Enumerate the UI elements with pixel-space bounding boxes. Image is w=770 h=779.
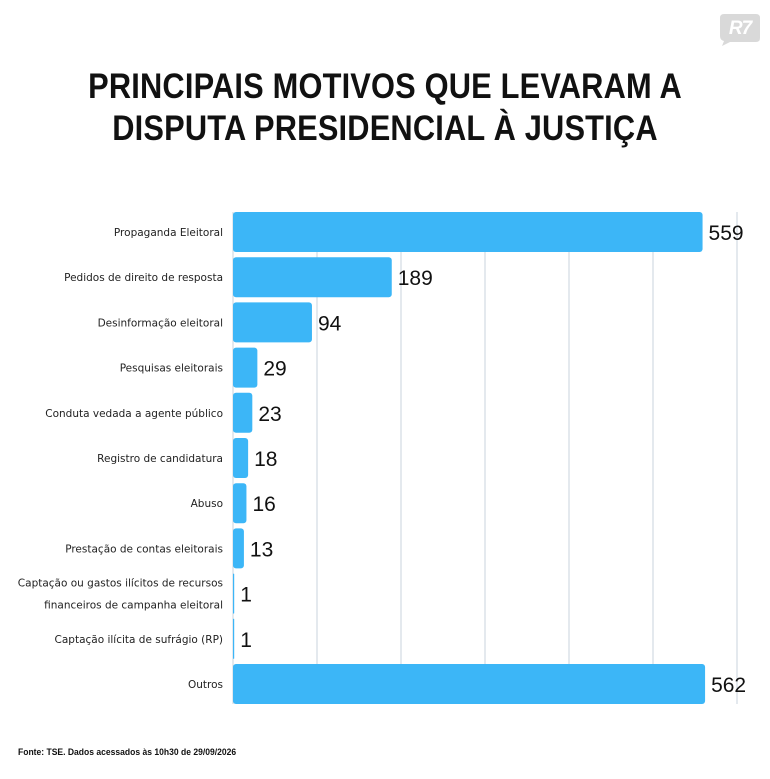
value-label: 18 bbox=[254, 448, 277, 471]
chart-title-line1: PRINCIPAIS MOTIVOS QUE LEVARAM A bbox=[88, 67, 682, 106]
bar bbox=[233, 618, 235, 659]
bars bbox=[233, 212, 706, 704]
value-label: 94 bbox=[318, 312, 342, 335]
source-note: Fonte: TSE. Dados acessados às 10h30 de … bbox=[18, 747, 237, 758]
bar bbox=[233, 573, 235, 614]
chart-title-line2: DISPUTA PRESIDENCIAL À JUSTIÇA bbox=[112, 109, 658, 148]
category-label: financeiros de campanha eleitoral bbox=[44, 600, 223, 612]
category-label: Captação ilícita de sufrágio (RP) bbox=[55, 634, 223, 646]
bar bbox=[233, 257, 392, 298]
category-label: Pesquisas eleitorais bbox=[120, 363, 223, 375]
value-labels: 559 189 94 29 23 18 16 13 1 1 562 bbox=[240, 222, 746, 697]
category-label: Desinformação eleitoral bbox=[98, 317, 223, 329]
value-label: 189 bbox=[398, 267, 433, 290]
category-label: Propaganda Eleitoral bbox=[114, 227, 223, 239]
chart-title: PRINCIPAIS MOTIVOS QUE LEVARAM A DISPUTA… bbox=[46, 66, 724, 150]
bar bbox=[233, 212, 703, 252]
value-label: 23 bbox=[258, 403, 281, 426]
value-label: 562 bbox=[711, 674, 746, 697]
category-label: Pedidos de direito de resposta bbox=[64, 272, 223, 284]
value-label: 13 bbox=[250, 538, 273, 561]
bar bbox=[233, 483, 247, 524]
value-label: 29 bbox=[263, 358, 286, 381]
category-label: Conduta vedada a agente público bbox=[45, 408, 223, 420]
r7-logo-text: R7 bbox=[728, 18, 752, 39]
category-label: Captação ou gastos ilícitos de recursos bbox=[18, 578, 223, 590]
value-label: 16 bbox=[252, 493, 275, 516]
category-label: Outros bbox=[188, 679, 223, 691]
bar bbox=[233, 302, 312, 343]
value-label: 1 bbox=[240, 629, 252, 652]
bar bbox=[233, 392, 253, 433]
category-label: Abuso bbox=[191, 498, 223, 510]
bar bbox=[233, 438, 249, 478]
bar bbox=[233, 347, 258, 388]
category-labels: Propaganda Eleitoral Pedidos de direito d… bbox=[18, 227, 223, 691]
value-label: 1 bbox=[240, 584, 252, 607]
bar bbox=[233, 664, 706, 704]
r7-logo-shape bbox=[720, 14, 760, 46]
category-label: Registro de candidatura bbox=[97, 453, 223, 465]
value-label: 559 bbox=[709, 222, 744, 245]
category-label: Prestação de contas eleitorais bbox=[65, 543, 223, 555]
r7-logo: R7 bbox=[718, 12, 762, 46]
bar bbox=[233, 528, 244, 569]
